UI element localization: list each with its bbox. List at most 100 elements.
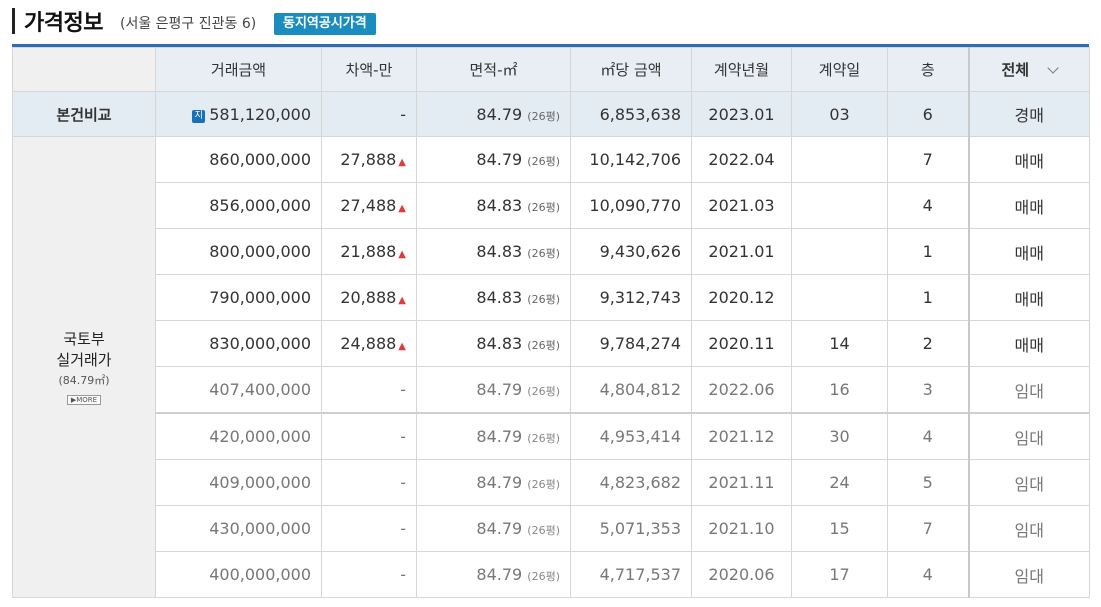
section-title: 가격정보 [24,11,103,36]
row-ym: 2021.03 [691,182,792,229]
up-arrow-icon: ▲ [398,249,406,260]
row-type: 매매 [968,320,1090,367]
row-pyeong: (26평) [527,339,560,352]
filter-value: 전체 [1001,61,1030,79]
row-area-value: 84.79 [476,427,523,446]
type-filter-select[interactable]: 전체 [968,47,1090,92]
row-diff: - [321,366,417,414]
compare-area-value: 84.79 [476,104,523,124]
row-pyeong: (26평) [527,201,560,214]
up-arrow-icon: ▲ [398,341,406,352]
table-row: 400,000,000-84.79 (26평) 4,717,537 2020.06 1… [13,551,1090,598]
row-diff: - [321,459,417,506]
row-per-sqm: 9,430,626 [570,228,692,275]
row-pyeong: (26평) [527,247,560,260]
row-area-value: 84.79 [476,380,523,399]
row-diff: 20,888 ▲ [321,274,417,321]
row-pyeong: (26평) [527,293,560,306]
row-type: 임대 [968,505,1090,552]
row-ym: 2022.04 [691,136,792,183]
row-diff: 27,888 ▲ [321,136,417,183]
row-floor: 3 [887,366,970,414]
row-amount: 800,000,000 [155,228,322,275]
row-day: 16 [791,366,888,414]
row-type: 임대 [968,366,1090,414]
row-type: 매매 [968,136,1090,183]
row-area: 84.79 (26평) [416,412,571,460]
row-floor: 4 [887,412,970,460]
up-arrow-icon: ▲ [398,157,406,168]
row-diff-value: 27,888 [340,150,397,169]
more-button[interactable]: ▶MORE [66,395,102,405]
row-diff: - [321,412,417,460]
compare-floor: 6 [887,91,970,137]
row-floor: 5 [887,459,970,506]
auction-badge-icon: 지 [192,109,206,123]
row-floor: 4 [887,551,970,598]
row-pyeong: (26평) [527,478,560,491]
row-area: 84.79 (26평) [416,366,571,414]
row-diff: 27,488 ▲ [321,182,417,229]
price-table: 거래금액 차액-만 면적-㎡ ㎡당 금액 계약년월 계약일 층 전체 본건비교 … [12,47,1090,598]
row-area: 84.79 (26평) [416,136,571,183]
up-arrow-icon: ▲ [398,203,406,214]
row-floor: 2 [887,320,970,367]
row-amount: 856,000,000 [155,182,322,229]
row-ym: 2020.11 [691,320,792,367]
row-per-sqm: 10,090,770 [570,182,692,229]
row-amount: 860,000,000 [155,136,322,183]
table-row: 국토부 실거래가 (84.79㎡) ▶MORE 860,000,000 27,888 ▲ 84… [12,136,1090,598]
row-area-value: 84.83 [476,196,523,215]
row-floor: 7 [887,136,970,183]
row-floor: 1 [887,228,970,275]
row-amount: 407,400,000 [155,366,322,414]
row-area: 84.83 (26평) [416,320,571,367]
row-per-sqm: 4,804,812 [570,366,692,414]
compare-per-sqm: 6,853,638 [570,91,692,137]
row-area-value: 84.79 [476,473,523,492]
row-pyeong: (26평) [527,570,560,583]
group-area-note: (84.79㎡) [58,374,110,387]
compare-type: 경매 [968,91,1090,137]
row-area: 84.79 (26평) [416,459,571,506]
compare-ym: 2023.01 [691,91,792,137]
compare-label: 본건비교 [12,91,156,137]
row-diff-value: 24,888 [340,334,397,353]
row-area-value: 84.83 [476,242,523,261]
table-row: 830,000,000 24,888 ▲ 84.83 (26평) 9,784,274 20… [13,320,1090,367]
row-pyeong: (26평) [527,524,560,537]
compare-amount-value: 581,120,000 [209,104,311,124]
row-diff-value: - [400,380,406,399]
row-type: 임대 [968,459,1090,506]
row-diff-value: 20,888 [340,288,397,307]
row-area: 84.83 (26평) [416,274,571,321]
row-day: 24 [791,459,888,506]
header-corner [12,47,156,92]
title-bar-marker [12,8,15,34]
row-ym: 2021.12 [691,412,792,460]
table-header-row: 거래금액 차액-만 면적-㎡ ㎡당 금액 계약년월 계약일 층 전체 [12,47,1090,92]
row-day [791,136,888,183]
compare-amount: 지 581,120,000 [155,91,322,137]
col-amount: 거래금액 [155,47,322,92]
row-floor: 7 [887,505,970,552]
row-type: 임대 [968,551,1090,598]
address-subtitle: (서울 은평구 진관동 6) [120,16,257,32]
table-row: 430,000,000-84.79 (26평) 5,071,353 2021.10 1… [13,505,1090,552]
row-diff: 24,888 ▲ [321,320,417,367]
public-price-button[interactable]: 동지역공시가격 [274,13,376,35]
row-ym: 2021.01 [691,228,792,275]
row-ym: 2020.12 [691,274,792,321]
row-per-sqm: 4,823,682 [570,459,692,506]
col-area: 면적-㎡ [416,47,571,92]
table-row: 856,000,000 27,488 ▲ 84.83 (26평) 10,090,770 2… [13,182,1090,229]
row-area-value: 84.83 [476,288,523,307]
row-area-value: 84.83 [476,334,523,353]
row-amount: 790,000,000 [155,274,322,321]
row-diff-value: - [400,519,406,538]
row-type: 매매 [968,182,1090,229]
table-top-border [12,44,1089,47]
row-day [791,228,888,275]
row-area-value: 84.79 [476,565,523,584]
row-per-sqm: 9,312,743 [570,274,692,321]
